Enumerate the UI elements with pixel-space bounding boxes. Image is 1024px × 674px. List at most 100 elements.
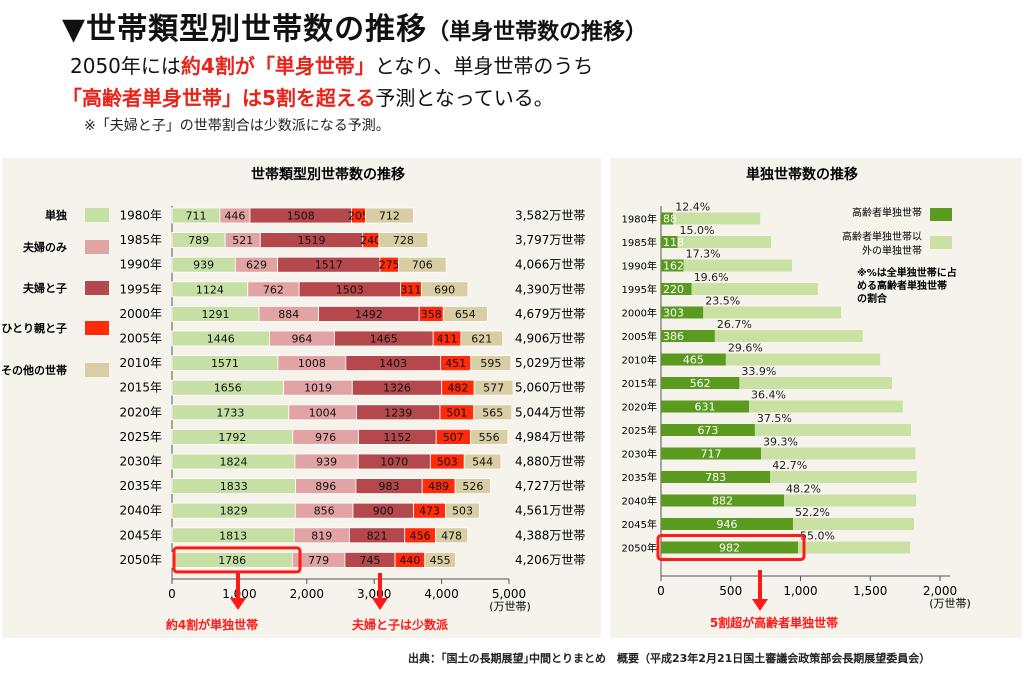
note-text: める高齢者単独世帯 bbox=[857, 279, 947, 292]
bar-segment-elderly bbox=[661, 494, 785, 507]
summary-1c: となり、単身世帯のうち bbox=[374, 54, 594, 78]
page-title: ▼世帯類型別世帯数の推移（単身世帯数の推移） bbox=[62, 4, 647, 48]
category-label: 1995年 bbox=[119, 282, 162, 296]
total-label: 4,906万世帯 bbox=[515, 332, 585, 346]
bar-segment-elderly bbox=[661, 541, 798, 554]
bar-segment-other bbox=[677, 236, 772, 248]
category-label: 2000年 bbox=[119, 307, 162, 321]
summary-2b: 予測となっている。 bbox=[375, 86, 554, 110]
data-label: 473 bbox=[419, 505, 440, 518]
x-tick-label: 0 bbox=[168, 587, 176, 601]
total-label: 4,206万世帯 bbox=[515, 553, 585, 567]
legend-swatch bbox=[930, 236, 952, 249]
bar-segment-elderly bbox=[661, 212, 674, 225]
summary-1b: 約4割が「単身世帯」 bbox=[180, 54, 375, 78]
bar-segment-other bbox=[761, 447, 916, 460]
data-label: 521 bbox=[232, 234, 253, 247]
data-label: 456 bbox=[410, 529, 431, 542]
total-label: 4,727万世帯 bbox=[515, 479, 585, 493]
category-label: 2040年 bbox=[119, 504, 162, 518]
bar-segment bbox=[470, 355, 512, 372]
category-label: 2045年 bbox=[119, 528, 162, 542]
data-label: 240 bbox=[360, 234, 381, 247]
chart-title: 世帯類型別世帯数の推移 bbox=[251, 166, 405, 183]
category-label: 1985年 bbox=[119, 233, 162, 247]
legend-swatch bbox=[85, 321, 109, 335]
data-label: 1508 bbox=[287, 210, 315, 223]
bar-segment-other bbox=[673, 212, 761, 225]
data-label: 88 bbox=[663, 213, 677, 226]
total-label: 3,582万世帯 bbox=[515, 209, 585, 223]
total-label: 4,984万世帯 bbox=[515, 430, 585, 444]
data-label: 465 bbox=[683, 354, 704, 367]
category-label: 2010年 bbox=[622, 354, 657, 367]
percent-label: 39.3% bbox=[763, 436, 798, 449]
summary-2a: 「高齢者単身世帯」は5割を超える bbox=[62, 86, 376, 110]
bar-segment bbox=[469, 428, 509, 445]
x-tick-label: 1,500 bbox=[853, 584, 887, 598]
data-label: 900 bbox=[373, 505, 394, 518]
percent-label: 37.5% bbox=[757, 412, 792, 425]
category-label: 2020年 bbox=[622, 401, 657, 414]
bar-segment bbox=[424, 551, 456, 568]
bar-segment bbox=[445, 502, 480, 519]
legend-label: その他の世帯 bbox=[2, 363, 67, 377]
legend-label: 夫婦のみ bbox=[23, 240, 67, 254]
data-label: 621 bbox=[471, 333, 492, 346]
data-label: 884 bbox=[278, 308, 299, 321]
x-tick-label: 3,000 bbox=[357, 587, 391, 601]
category-label: 2015年 bbox=[622, 377, 657, 390]
data-label: 220 bbox=[663, 283, 684, 296]
data-label: 1239 bbox=[384, 406, 412, 419]
category-label: 2005年 bbox=[622, 330, 657, 343]
percent-label: 23.5% bbox=[705, 295, 740, 308]
highlight-box-2050-elderly bbox=[656, 534, 806, 561]
data-label: 1829 bbox=[220, 505, 248, 518]
data-label: 631 bbox=[695, 401, 716, 414]
data-label: 526 bbox=[462, 480, 483, 493]
data-label: 706 bbox=[412, 259, 433, 272]
data-label: 1503 bbox=[336, 283, 364, 296]
category-label: 2005年 bbox=[119, 332, 162, 346]
category-label: 2045年 bbox=[622, 518, 657, 531]
data-label: 205 bbox=[348, 210, 369, 223]
data-label: 821 bbox=[367, 529, 388, 542]
category-label: 2030年 bbox=[622, 448, 657, 461]
data-label: 1291 bbox=[202, 308, 230, 321]
title-sub: （単身世帯数の推移） bbox=[427, 20, 648, 45]
percent-label: 19.6% bbox=[694, 271, 729, 284]
percent-label: 12.4% bbox=[675, 201, 710, 214]
bar-segment-other bbox=[725, 353, 881, 366]
percent-label: 33.9% bbox=[741, 365, 776, 378]
category-label: 2020年 bbox=[119, 405, 162, 419]
summary-note: ※「夫婦と子」の世帯割合は少数派になる予測。 bbox=[84, 118, 390, 134]
data-label: 654 bbox=[455, 308, 476, 321]
data-label: 162 bbox=[663, 260, 684, 273]
data-label: 501 bbox=[446, 406, 467, 419]
data-label: 1813 bbox=[219, 529, 247, 542]
category-label: 2015年 bbox=[119, 381, 162, 395]
percent-label: 52.2% bbox=[795, 506, 830, 519]
data-label: 1403 bbox=[379, 357, 407, 370]
x-unit-label: (万世帯) bbox=[489, 600, 531, 613]
data-label: 386 bbox=[663, 330, 684, 343]
category-label: 2040年 bbox=[622, 495, 657, 508]
summary-line-1: 2050年には約4割が「単身世帯」となり、単身世帯のうち bbox=[70, 50, 593, 79]
category-label: 1985年 bbox=[622, 236, 657, 249]
bar-segment-elderly bbox=[661, 447, 762, 460]
legend-label: 夫婦と子 bbox=[23, 281, 67, 295]
data-label: 577 bbox=[483, 382, 504, 395]
note-text: ※%は全単独世帯に占 bbox=[857, 266, 957, 279]
bar-segment-other bbox=[797, 541, 911, 554]
bar-segment-other bbox=[784, 494, 917, 507]
x-tick-label: 4,000 bbox=[424, 587, 458, 601]
bar-segment-elderly bbox=[661, 330, 715, 342]
total-label: 4,561万世帯 bbox=[515, 504, 585, 518]
percent-label: 15.0% bbox=[679, 224, 714, 237]
percent-label: 36.4% bbox=[751, 389, 786, 402]
data-label: 1833 bbox=[220, 480, 248, 493]
data-label: 455 bbox=[430, 554, 451, 567]
data-label: 556 bbox=[479, 431, 500, 444]
bar-segment-elderly bbox=[661, 353, 726, 366]
